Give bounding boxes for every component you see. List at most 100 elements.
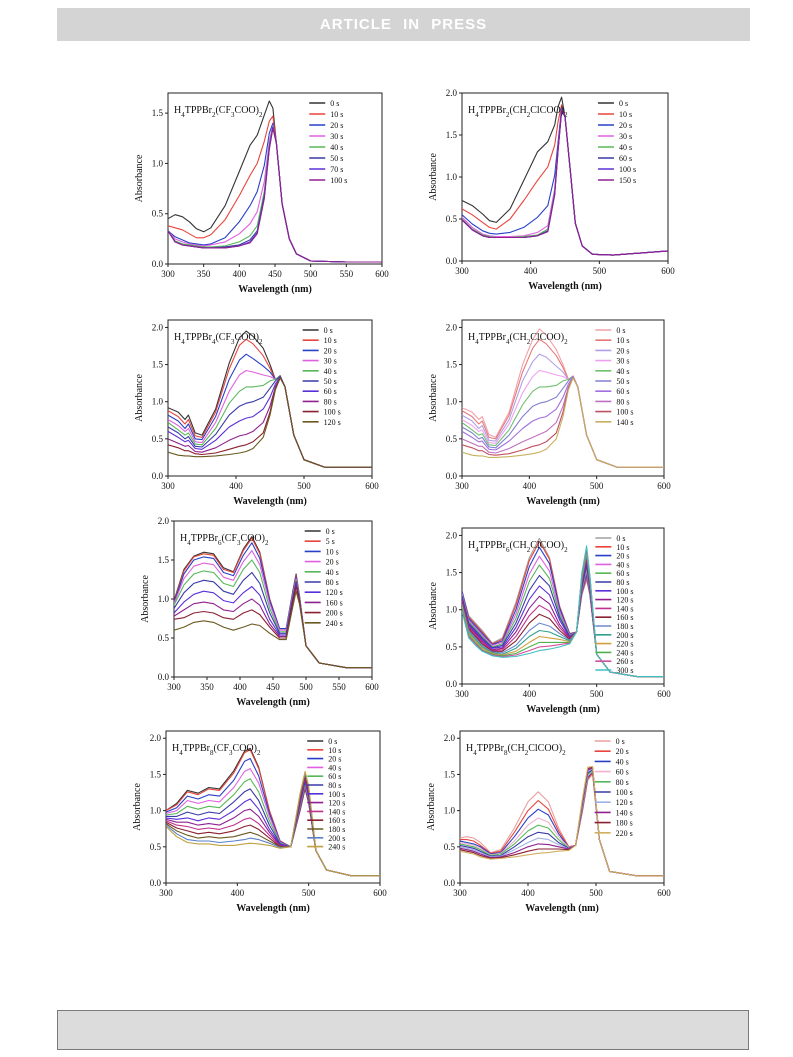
x-tick-label: 600	[365, 682, 379, 692]
legend-label: 140 s	[328, 807, 345, 816]
series-line	[174, 590, 372, 669]
y-tick-label: 2.0	[446, 322, 458, 332]
series-line	[462, 377, 664, 468]
chart-svg: 300 400 500 600 0.0 0.5 1.0 1.5 2.0 Wavelength (n…	[428, 319, 671, 507]
y-tick-label: 0.0	[152, 471, 164, 481]
legend-label: 60 s	[324, 387, 337, 396]
footer-box	[57, 1010, 749, 1050]
series-line	[462, 377, 664, 468]
legend-label: 160 s	[326, 598, 343, 607]
legend-label: 80 s	[616, 578, 629, 587]
y-tick-label: 1.5	[446, 360, 458, 370]
series-group	[168, 330, 372, 468]
chart-panel-8: 300 400 500 600 0.0 0.5 1.0 1.5 2.0 Wavelength (n…	[424, 723, 672, 919]
legend-label: 100 s	[616, 408, 633, 417]
legend-label: 80 s	[616, 397, 629, 406]
series-line	[462, 376, 664, 468]
y-axis-label: Absorbance	[428, 374, 439, 422]
legend-label: 20 s	[326, 558, 339, 567]
legend-label: 80 s	[326, 578, 339, 587]
y-tick-label: 1.0	[446, 172, 458, 182]
series-line	[168, 375, 372, 468]
x-tick-label: 450	[266, 682, 280, 692]
legend-label: 10 s	[324, 336, 337, 345]
legend-label: 70 s	[330, 165, 343, 174]
legend-label: 120 s	[616, 596, 633, 605]
chart-panel-2: 300 400 500 600 0.0 0.5 1.0 1.5 2.0 Wavelength (n…	[426, 85, 676, 297]
chart-title: H4TPPBr4(CH2ClCOO)2	[468, 332, 568, 346]
x-tick-label: 400	[233, 269, 247, 279]
legend-label: 50 s	[330, 154, 343, 163]
x-tick-label: 600	[365, 481, 379, 491]
series-group	[462, 537, 664, 678]
series-line	[168, 125, 382, 263]
series-line	[462, 107, 668, 256]
chart-svg: 300 400 500 600 0.0 0.5 1.0 1.5 2.0 Wavelength (n…	[134, 319, 379, 507]
legend-label: 10 s	[326, 547, 339, 556]
x-tick-label: 500	[589, 888, 603, 898]
plot-frame	[459, 730, 665, 884]
series-line	[462, 376, 664, 468]
legend-label: 160 s	[616, 613, 633, 622]
chart-svg: 300 400 500 600 0.0 0.5 1.0 1.5 2.0 Wavelength (n…	[426, 730, 671, 914]
legend-label: 20 s	[328, 755, 341, 764]
legend-label: 40 s	[324, 367, 337, 376]
series-line	[168, 375, 372, 468]
series-line	[460, 772, 664, 877]
legend-label: 0 s	[619, 99, 628, 108]
y-tick-label: 1.5	[152, 108, 164, 118]
series-line	[460, 769, 664, 877]
y-tick-label: 1.0	[152, 397, 164, 407]
legend-label: 0 s	[326, 527, 335, 536]
x-tick-label: 400	[523, 481, 537, 491]
chart-svg: 300 400 500 600 0.0 0.5 1.0 1.5 2.0 Wavelength (n…	[428, 527, 671, 715]
x-tick-label: 300	[167, 682, 181, 692]
x-tick-label: 500	[593, 266, 607, 276]
legend-label: 120 s	[616, 798, 633, 807]
legend-label: 60 s	[616, 569, 629, 578]
y-tick-label: 0.0	[444, 878, 456, 888]
legend-label: 10 s	[619, 110, 632, 119]
x-tick-label: 400	[521, 888, 535, 898]
y-tick-label: 1.5	[444, 769, 456, 779]
legend-label: 100 s	[328, 790, 345, 799]
y-tick-label: 1.5	[150, 769, 162, 779]
y-tick-label: 2.0	[158, 516, 170, 526]
chart-svg: 300 350 400 450 500 550 600 0.0 0.5 1.0 1.5 2.0 Wave…	[140, 516, 379, 708]
x-tick-label: 600	[661, 266, 675, 276]
y-tick-label: 0.0	[446, 679, 458, 689]
legend-label: 20 s	[616, 552, 629, 561]
y-tick-label: 1.5	[152, 360, 164, 370]
series-line	[460, 768, 664, 877]
y-axis-label: Absorbance	[426, 783, 437, 831]
legend-label: 180 s	[616, 622, 633, 631]
series-line	[460, 773, 664, 877]
chart-title: H4TPPBr2(CF3COO)2	[174, 105, 263, 119]
y-tick-label: 1.0	[158, 594, 170, 604]
legend-label: 40 s	[619, 143, 632, 152]
legend-label: 60 s	[616, 387, 629, 396]
legend-label: 10 s	[616, 543, 629, 552]
legend-label: 240 s	[616, 648, 633, 657]
legend-label: 240 s	[328, 843, 345, 852]
series-line	[460, 770, 664, 877]
series-group	[174, 536, 372, 669]
x-tick-label: 300	[455, 266, 469, 276]
series-group	[462, 328, 664, 468]
series-line	[168, 122, 382, 263]
legend-label: 20 s	[616, 346, 629, 355]
y-tick-label: 0.5	[158, 633, 170, 643]
legend-label: 220 s	[616, 640, 633, 649]
series-line	[462, 548, 664, 678]
legend-label: 260 s	[616, 657, 633, 666]
article-in-press-banner: ARTICLE IN PRESS	[57, 8, 750, 41]
y-tick-label: 2.0	[444, 733, 456, 743]
series-line	[460, 770, 664, 877]
plot-frame	[461, 527, 665, 685]
legend-label: 30 s	[330, 132, 343, 141]
chart-title: H4TPPBr8(CF3COO)2	[172, 743, 261, 757]
y-axis-label: Absorbance	[428, 582, 439, 630]
legend-label: 0 s	[330, 99, 339, 108]
series-line	[168, 377, 372, 468]
chart-panel-6: 300 400 500 600 0.0 0.5 1.0 1.5 2.0 Wavelength (n…	[426, 520, 672, 720]
